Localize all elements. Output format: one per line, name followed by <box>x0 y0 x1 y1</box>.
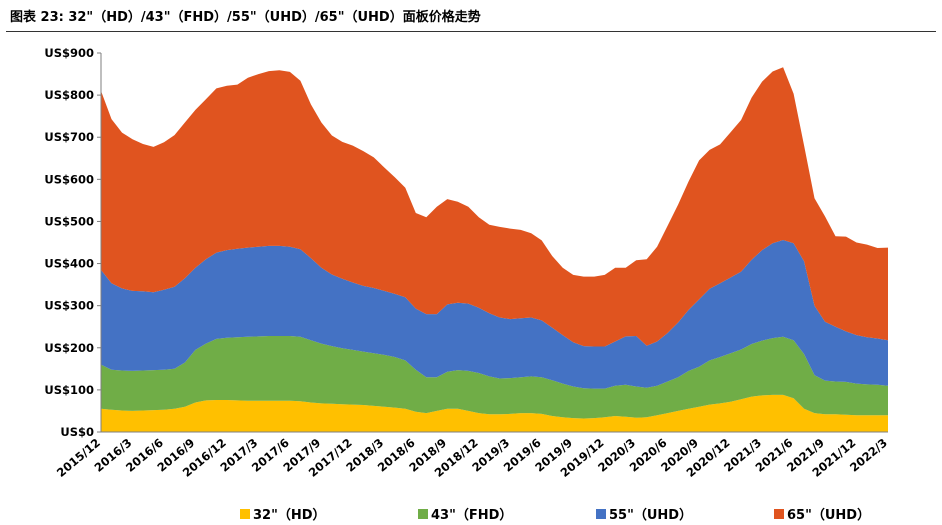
chart-title: 图表 23: 32"（HD）/43"（FHD）/55"（UHD）/65"（UHD… <box>10 10 481 25</box>
y-tick-label: US$700 <box>44 130 94 144</box>
legend-label: 65"（UHD） <box>787 507 870 523</box>
y-tick-label: US$300 <box>44 299 94 313</box>
legend-label: 32"（HD） <box>253 507 326 523</box>
area-series-group <box>101 67 888 432</box>
legend-swatch <box>596 509 606 519</box>
x-axis: 2015/122016/32016/62016/92016/122017/320… <box>54 431 890 480</box>
y-tick-label: US$500 <box>44 214 94 228</box>
title-divider <box>6 31 936 32</box>
legend-label: 55"（UHD） <box>609 507 692 523</box>
y-tick-label: US$800 <box>44 88 94 102</box>
area-series-3 <box>101 240 888 389</box>
x-tick-label: 2015/12 <box>54 436 103 480</box>
area-series-1 <box>101 394 888 432</box>
legend-swatch <box>240 509 250 519</box>
legend: 32"（HD） 43"（FHD） 55"（UHD） 65"（UHD） <box>240 507 870 523</box>
y-axis: US$0 US$100 US$200 US$300 US$400 US$500 US$600… <box>44 46 102 439</box>
y-tick-label: US$600 <box>44 172 94 186</box>
legend-swatch <box>418 509 428 519</box>
y-tick-label: US$900 <box>44 46 94 60</box>
y-tick-label: US$200 <box>44 341 94 355</box>
y-tick-label: US$0 <box>60 425 94 439</box>
legend-swatch <box>774 509 784 519</box>
area-series-4 <box>101 67 888 347</box>
y-tick-label: US$400 <box>44 257 94 271</box>
area-series-2 <box>101 336 888 419</box>
y-tick-label: US$100 <box>44 383 94 397</box>
legend-label: 43"（FHD） <box>431 507 512 523</box>
